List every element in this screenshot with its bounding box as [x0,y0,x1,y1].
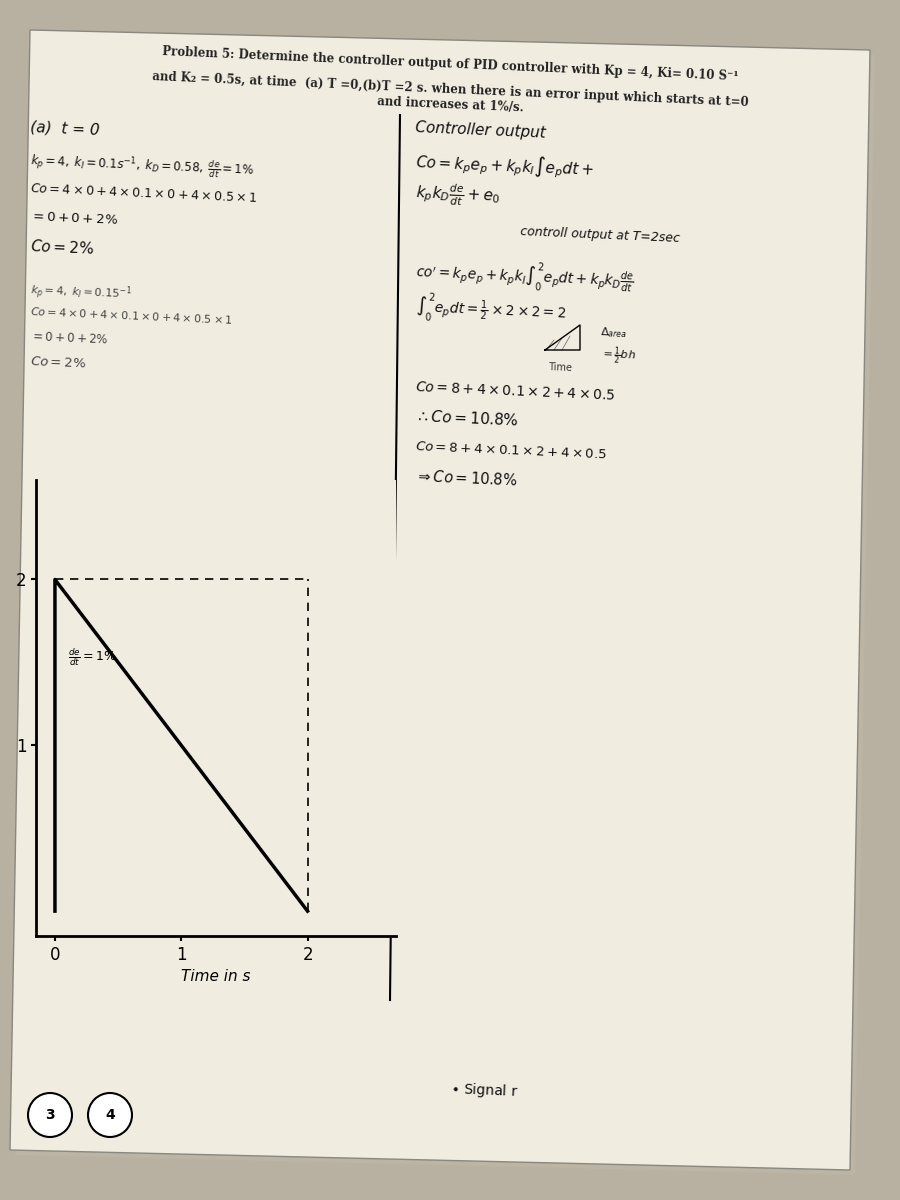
Text: $co' = k_pe_p + k_pk_I\int_0^2 e_pdt + k_pk_D\frac{de}{dt}$: $co' = k_pe_p + k_pk_I\int_0^2 e_pdt + k… [415,254,635,298]
Text: $= 0 + 0 + 2\%$: $= 0 + 0 + 2\%$ [30,210,119,227]
Text: $Co = k_pe_p + k_pk_I\int e_pdt +$: $Co = k_pe_p + k_pk_I\int e_pdt +$ [415,150,594,182]
Text: $k_p=4,\; k_I=0.1s^{-1},\; k_D=0.58,\; \frac{de}{dt}=1\%$: $k_p=4,\; k_I=0.1s^{-1},\; k_D=0.58,\; \… [30,150,255,181]
Text: $=\frac{1}{2}bh$: $=\frac{1}{2}bh$ [600,346,636,368]
Text: $\bullet$ Signal r: $\bullet$ Signal r [450,1080,518,1100]
Text: $Co = 2\%$: $Co = 2\%$ [30,238,94,257]
Text: $k_p=4,\; k_I=0.15^{-1}$: $k_p=4,\; k_I=0.15^{-1}$ [30,280,132,306]
X-axis label: Time in s: Time in s [181,970,251,984]
Text: $k_pk_D\frac{de}{dt} + e_0$: $k_pk_D\frac{de}{dt} + e_0$ [415,180,501,209]
Text: Problem 5: Determine the controller output of PID controller with Kp = 4, Ki= 0.: Problem 5: Determine the controller outp… [162,44,738,83]
Text: Controller output: Controller output [415,120,546,140]
Text: 3: 3 [45,1108,55,1122]
Text: (a)  t = 0: (a) t = 0 [30,120,100,138]
Text: $Co = 4\times0 + 4\times0.1\times0 + 4\times0.5\times1$: $Co = 4\times0 + 4\times0.1\times0 + 4\t… [30,182,257,205]
Text: $= 0 + 0 + 2\%$: $= 0 + 0 + 2\%$ [30,330,109,347]
Circle shape [28,1093,72,1138]
Text: $\frac{de}{dt}=1\%$: $\frac{de}{dt}=1\%$ [68,646,117,667]
Text: Time: Time [548,362,572,373]
Text: $Co = 8 + 4\times0.1\times2 + 4\times0.5$: $Co = 8 + 4\times0.1\times2 + 4\times0.5… [415,380,616,403]
Text: $Co = 2\%$: $Co = 2\%$ [30,355,86,371]
Text: and increases at 1%/s.: and increases at 1%/s. [376,95,524,114]
Text: $\Rightarrow Co = 10.8\%$: $\Rightarrow Co = 10.8\%$ [415,468,518,488]
Text: $\int_0^2 e_pdt = \frac{1}{2}\times2\times2 = 2$: $\int_0^2 e_pdt = \frac{1}{2}\times2\tim… [415,290,567,330]
Polygon shape [15,35,875,1175]
Text: $\therefore Co = 10.8\%$: $\therefore Co = 10.8\%$ [415,408,519,428]
Text: and K₂ = 0.5s, at time  (a) T =0,(b)T =2 s. when there is an error input which s: and K₂ = 0.5s, at time (a) T =0,(b)T =2 … [151,70,749,109]
Text: $Co = 4\times0 + 4\times0.1\times0 + 4\times0.5\times1$: $Co = 4\times0 + 4\times0.1\times0 + 4\t… [30,305,233,326]
Text: $\Delta_{area}$: $\Delta_{area}$ [600,325,627,340]
Circle shape [88,1093,132,1138]
Text: $Co = 8 + 4\times0.1\times2 + 4\times0.5$: $Co = 8 + 4\times0.1\times2 + 4\times0.5… [415,440,608,461]
Text: 4: 4 [105,1108,115,1122]
Polygon shape [10,30,870,1170]
Text: controll output at T=2sec: controll output at T=2sec [520,226,680,245]
